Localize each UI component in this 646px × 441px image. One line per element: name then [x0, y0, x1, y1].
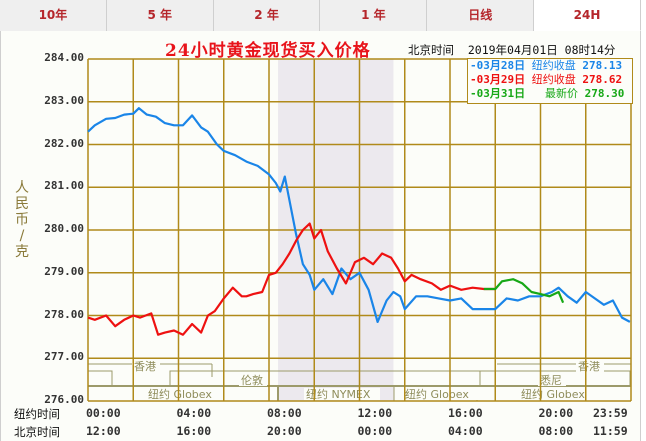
series-line-1 — [87, 222, 496, 336]
x-tick: 20:00 — [267, 424, 302, 438]
x-tick: 00:00 — [86, 406, 121, 420]
series-line-2 — [483, 278, 565, 304]
x-tick: 20:00 — [538, 406, 574, 420]
legend-item: -03月31日 最新价 278.30 — [470, 87, 625, 100]
session-label: 悉尼 — [540, 374, 562, 387]
y-tick: 284.00 — [44, 51, 84, 64]
series-line-0 — [87, 107, 631, 323]
session-label-bg — [146, 388, 230, 400]
session-label-bg — [239, 374, 267, 386]
x-tick: 16:00 — [448, 406, 483, 420]
tab-24h[interactable]: 24H — [534, 0, 641, 31]
session-label: 纽约 Globex — [521, 387, 585, 401]
tab-1y[interactable]: 1 年 — [320, 0, 428, 31]
x-tick: 12:00 — [357, 406, 393, 420]
chart-title: 24小时黄金现货买入价格 — [165, 41, 371, 61]
session-label-bg — [403, 388, 487, 400]
session-label: 纽约 NYMEX — [306, 387, 371, 401]
x-tick: 04:00 — [448, 424, 483, 438]
session-label-bg — [132, 360, 160, 372]
session-label: 伦敦 — [241, 373, 263, 387]
datetime-value: 2019年04月01日 08时14分 — [467, 43, 616, 57]
legend: -03月28日 纽约收盘 278.13 -03月29日 纽约收盘 278.62 … — [467, 58, 633, 104]
datetime-label: 北京时间 — [408, 43, 454, 57]
x-row-ny: 纽约时间 — [14, 406, 60, 422]
x-tick: 11:59 — [593, 424, 628, 438]
x-tick: 04:00 — [176, 406, 212, 420]
x-row-label: 北京时间 — [14, 425, 60, 439]
range-tabs: 10年 5 年 2 年 1 年 日线 24H — [0, 0, 641, 32]
y-tick: 283.00 — [44, 93, 84, 107]
session-label: 纽约 Globex — [405, 387, 469, 401]
y-tick: 281.00 — [44, 179, 84, 193]
x-tick: 08:00 — [538, 424, 574, 438]
x-row-bj: 北京时间 — [14, 424, 60, 440]
y-tick: 276.00 — [44, 393, 84, 406]
session-label: 纽约 Globex — [148, 387, 212, 401]
x-tick: 12:00 — [86, 424, 121, 438]
datetime: 北京时间 2019年04月01日 08时14分 — [408, 42, 615, 58]
y-tick: 277.00 — [44, 350, 84, 364]
y-tick: 280.00 — [44, 222, 84, 235]
session-label-bg — [304, 388, 380, 400]
x-tick: 23:59 — [593, 406, 628, 420]
tab-5y[interactable]: 5 年 — [106, 0, 214, 31]
y-tick: 278.00 — [44, 307, 84, 321]
x-tick: 00:00 — [357, 424, 393, 438]
session-label: 香港 — [134, 360, 156, 373]
x-row-label: 纽约时间 — [14, 407, 60, 421]
x-tick: 16:00 — [176, 424, 212, 438]
y-axis-label: 人民币 / 克 — [15, 180, 29, 260]
tab-2y[interactable]: 2 年 — [213, 0, 321, 31]
session-label-bg — [538, 374, 566, 386]
tab-10y[interactable]: 10年 — [0, 0, 107, 31]
session-label-bg — [576, 360, 604, 372]
tab-daily[interactable]: 日线 — [427, 0, 535, 31]
session-label: 香港 — [578, 360, 600, 373]
legend-item: -03月28日 纽约收盘 278.13 — [470, 59, 623, 72]
y-tick: 279.00 — [44, 264, 84, 278]
legend-item: -03月29日 纽约收盘 278.62 — [470, 73, 623, 86]
x-tick: 08:00 — [267, 406, 302, 420]
y-tick: 282.00 — [44, 136, 84, 150]
